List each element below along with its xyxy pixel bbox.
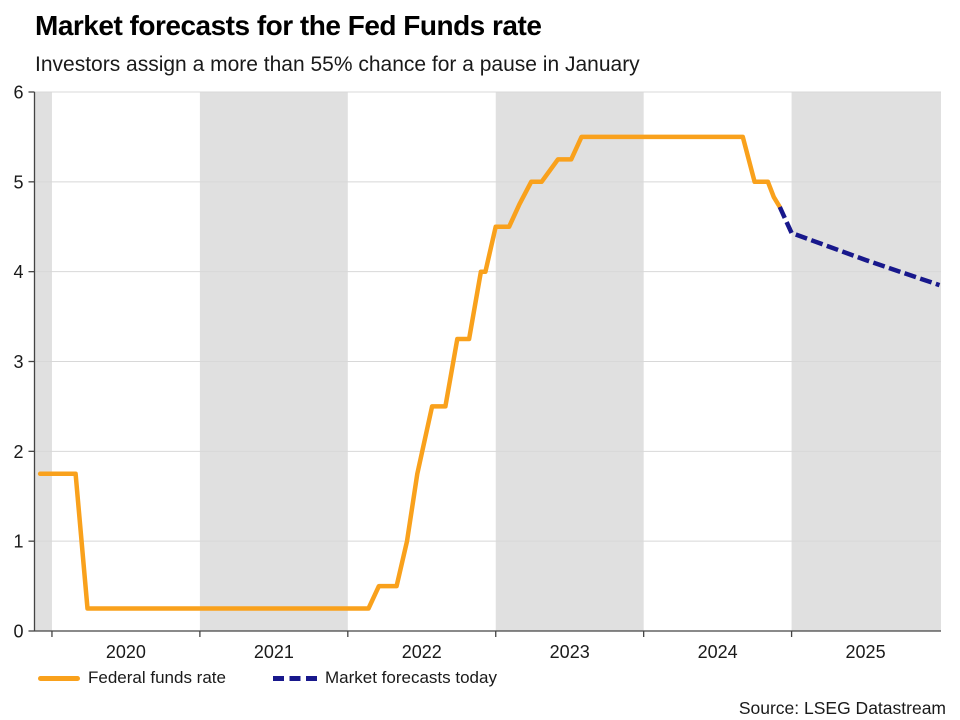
- axes: [28, 91, 941, 637]
- x-tick-label: 2021: [254, 642, 294, 662]
- series-lines: [37, 134, 941, 611]
- y-tick-label: 4: [13, 262, 23, 282]
- page-title: Market forecasts for the Fed Funds rate: [35, 10, 542, 41]
- y-tick-label: 0: [13, 622, 23, 642]
- y-tick-label: 5: [13, 172, 23, 192]
- x-tick-label: 2020: [106, 642, 146, 662]
- forecast-line: [777, 206, 941, 288]
- legend-label-market-forecasts-today: Market forecasts today: [325, 668, 497, 687]
- x-tick-label: 2024: [698, 642, 738, 662]
- gridlines: [34, 91, 941, 542]
- y-tick-label: 3: [13, 352, 23, 372]
- page-subtitle: Investors assign a more than 55% chance …: [35, 53, 640, 76]
- x-tick-label: 2025: [846, 642, 886, 662]
- tick-labels: 0 1 2 3 4 5 6 2020 2021 2022 2023 2024 2025: [13, 83, 885, 663]
- x-tick-label: 2023: [550, 642, 590, 662]
- source-attribution: Source: LSEG Datastream: [738, 698, 946, 718]
- x-tick-label: 2022: [402, 642, 442, 662]
- y-tick-label: 2: [13, 442, 23, 462]
- legend-label-federal-funds-rate: Federal funds rate: [88, 668, 226, 687]
- y-tick-label: 6: [13, 83, 23, 103]
- legend-swatch-market-forecasts-today: [273, 676, 318, 681]
- fed-funds-line: [37, 134, 783, 611]
- y-tick-label: 1: [13, 532, 23, 552]
- legend-swatch-federal-funds-rate: [38, 676, 80, 681]
